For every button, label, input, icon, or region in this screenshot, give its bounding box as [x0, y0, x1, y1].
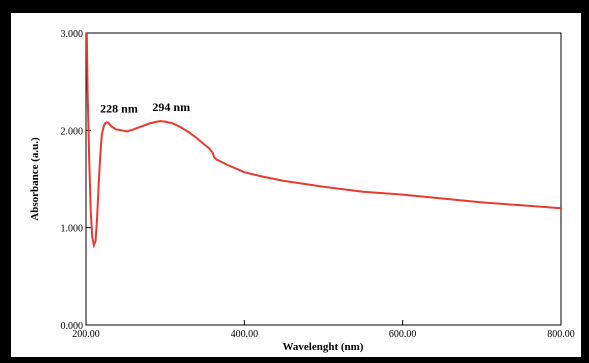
peak-annotation: 294 nm [152, 100, 190, 114]
peak-annotation: 228 nm [100, 102, 138, 116]
x-tick-label: 800.00 [547, 329, 575, 340]
x-axis-title: Wavelenght (nm) [283, 341, 364, 353]
y-tick-label: 3.000 [61, 29, 84, 40]
y-tick-label: 1.000 [61, 224, 84, 235]
chart-frame: 200.00 400.00 600.00 800.00 0.000 1.000 2.000 3… [11, 13, 581, 357]
series-line-absorbance [85, 32, 562, 249]
y-tick-label: 0.000 [61, 321, 84, 332]
x-tick-label: 400.00 [231, 329, 259, 340]
y-axis-title: Absorbance (a.u.) [29, 137, 41, 221]
absorbance-chart: 200.00 400.00 600.00 800.00 0.000 1.000 2.000 3… [29, 29, 575, 353]
y-tick-label: 2.000 [61, 126, 84, 137]
x-tick-label: 600.00 [389, 329, 417, 340]
x-tick-label: 200.00 [72, 329, 100, 340]
plot-area-border [85, 32, 562, 326]
